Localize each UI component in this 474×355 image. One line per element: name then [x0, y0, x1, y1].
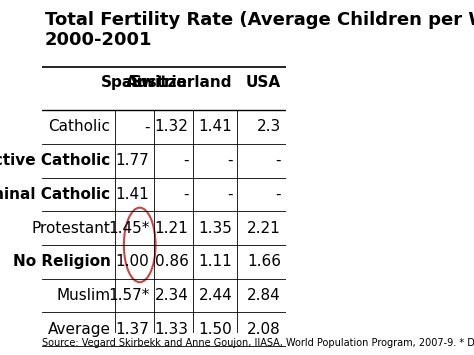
Text: 2.84: 2.84	[247, 288, 281, 303]
Text: 1.66: 1.66	[247, 254, 281, 269]
Text: 1.50: 1.50	[199, 322, 232, 337]
Text: -: -	[183, 187, 189, 202]
Text: 2.34: 2.34	[155, 288, 189, 303]
Text: 1.21: 1.21	[155, 220, 189, 236]
Text: Nominal Catholic: Nominal Catholic	[0, 187, 110, 202]
Text: 1.57*: 1.57*	[108, 288, 149, 303]
Text: Switzerland: Switzerland	[131, 75, 232, 89]
Text: Source: Vegard Skirbekk and Anne Goujon, IIASA, World Population Program, 2007-9: Source: Vegard Skirbekk and Anne Goujon,…	[42, 338, 474, 348]
Text: Catholic: Catholic	[48, 119, 110, 135]
Text: 1.37: 1.37	[116, 322, 149, 337]
Text: Average: Average	[47, 322, 110, 337]
Text: -: -	[183, 153, 189, 168]
Text: Austria: Austria	[127, 75, 189, 89]
Text: 2.3: 2.3	[257, 119, 281, 135]
Text: Total Fertility Rate (Average Children per Woman),
2000-2001: Total Fertility Rate (Average Children p…	[45, 11, 474, 49]
Text: 2.08: 2.08	[247, 322, 281, 337]
Text: 1.41: 1.41	[199, 119, 232, 135]
Text: -: -	[144, 119, 149, 135]
Text: No Religion: No Religion	[13, 254, 110, 269]
Text: Protestant: Protestant	[32, 220, 110, 236]
Text: -: -	[227, 187, 232, 202]
Text: 2.21: 2.21	[247, 220, 281, 236]
Text: 1.33: 1.33	[155, 322, 189, 337]
Text: -: -	[275, 153, 281, 168]
Text: USA: USA	[246, 75, 281, 89]
Text: Muslim: Muslim	[56, 288, 110, 303]
Text: 1.35: 1.35	[199, 220, 232, 236]
Text: 1.32: 1.32	[155, 119, 189, 135]
Text: 2.44: 2.44	[199, 288, 232, 303]
Text: 1.00: 1.00	[116, 254, 149, 269]
Text: 1.11: 1.11	[199, 254, 232, 269]
Text: 1.41: 1.41	[116, 187, 149, 202]
Text: Active Catholic: Active Catholic	[0, 153, 110, 168]
Text: 1.77: 1.77	[116, 153, 149, 168]
Text: 0.86: 0.86	[155, 254, 189, 269]
Text: Spain: Spain	[101, 75, 149, 89]
Text: 1.45*: 1.45*	[108, 220, 149, 236]
Text: -: -	[275, 187, 281, 202]
Text: -: -	[227, 153, 232, 168]
